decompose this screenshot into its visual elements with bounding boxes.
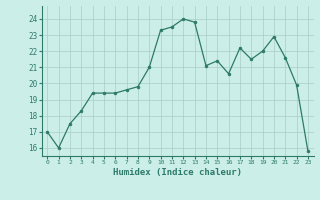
X-axis label: Humidex (Indice chaleur): Humidex (Indice chaleur) [113,168,242,177]
